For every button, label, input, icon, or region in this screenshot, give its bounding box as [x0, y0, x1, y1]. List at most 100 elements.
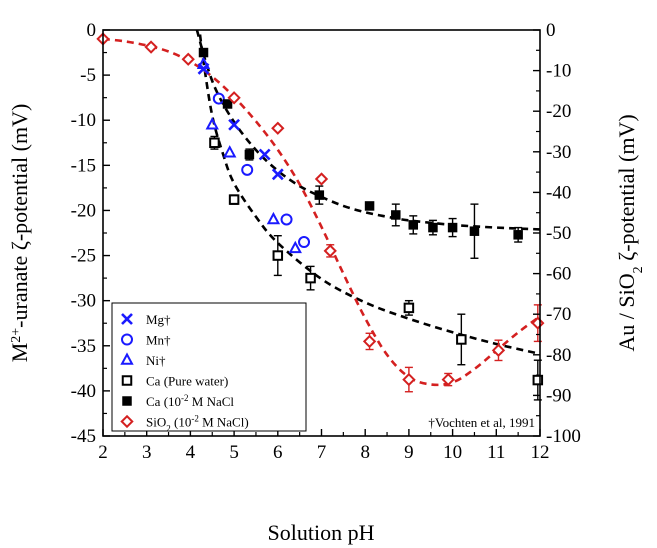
data-point	[305, 272, 316, 284]
data-point	[205, 117, 219, 130]
data-point	[227, 91, 241, 105]
data-point	[323, 244, 337, 258]
series-4	[198, 47, 523, 259]
data-point	[258, 148, 271, 161]
data-point	[271, 121, 285, 135]
y-right-tick-label: -80	[546, 345, 571, 366]
y-left-tick-label: -20	[71, 200, 96, 221]
y-left-tick-label: -35	[71, 336, 96, 357]
series-5	[96, 32, 545, 393]
y-right-tick-label: 0	[546, 20, 556, 41]
data-point	[408, 220, 419, 230]
data-point	[469, 226, 480, 236]
legend-label: Mg†	[146, 312, 171, 327]
y-right-tick-label: -90	[546, 385, 571, 406]
y-left-tick-label: -45	[71, 426, 96, 447]
data-point	[212, 92, 225, 105]
legend-marker	[121, 375, 133, 386]
legend-marker	[121, 313, 133, 325]
data-point	[144, 40, 158, 54]
data-point	[181, 52, 195, 66]
x-tick-label: 6	[273, 442, 283, 463]
series-3	[209, 135, 544, 401]
data-point	[244, 149, 255, 160]
fit-curve-0	[198, 34, 540, 356]
legend-label: Ni†	[146, 353, 166, 368]
data-point	[447, 222, 458, 233]
legend-marker	[120, 352, 134, 365]
y-right-tick-label: -20	[546, 101, 571, 122]
y-axis-title-left: M2+-uranate ζ-potential (mV)	[7, 104, 32, 363]
data-point	[298, 236, 311, 249]
x-tick-label: 7	[317, 442, 327, 463]
y-right-tick-label: -40	[546, 182, 571, 203]
y-left-tick-label: -40	[71, 381, 96, 402]
x-tick-label: 12	[531, 442, 550, 463]
x-tick-label: 8	[360, 442, 370, 463]
y-right-tick-label: -70	[546, 304, 571, 325]
y-left-tick-label: -5	[80, 65, 96, 86]
y-left-tick-label: -10	[71, 110, 96, 131]
data-point	[228, 194, 240, 205]
data-point	[198, 47, 209, 58]
data-point	[391, 210, 401, 220]
x-tick-label: 3	[142, 442, 152, 463]
data-point	[266, 211, 281, 225]
data-point	[209, 137, 220, 149]
data-point	[271, 168, 284, 181]
series-1	[212, 92, 311, 249]
y-left-tick-label: 0	[87, 20, 97, 41]
y-right-tick-label: -50	[546, 223, 571, 244]
data-point	[362, 334, 377, 349]
data-point	[456, 334, 467, 345]
data-point	[314, 190, 325, 200]
y-right-tick-label: -60	[546, 264, 571, 285]
data-point	[314, 172, 329, 186]
data-point	[288, 240, 302, 254]
legend-label: Ca (Pure water)	[146, 374, 228, 389]
data-point	[441, 372, 455, 387]
legend-marker	[120, 414, 134, 429]
legend-marker	[121, 333, 133, 346]
data-point	[402, 372, 416, 387]
x-tick-label: 4	[186, 442, 196, 463]
x-tick-label: 5	[229, 442, 239, 463]
y-left-tick-label: -30	[71, 291, 96, 312]
data-point	[491, 343, 506, 357]
data-point	[241, 163, 254, 176]
y-left-tick-label: -15	[71, 155, 96, 176]
x-tick-label: 11	[487, 442, 505, 463]
y-right-tick-label: -10	[546, 61, 571, 82]
legend-box	[111, 302, 307, 432]
data-point	[228, 118, 241, 131]
series-2	[196, 56, 302, 254]
legend-marker	[122, 396, 132, 406]
x-tick-label: 9	[404, 442, 414, 463]
data-point	[364, 201, 375, 211]
x-axis-title: Solution pH	[268, 520, 375, 545]
x-tick-label: 2	[98, 442, 108, 463]
data-point	[222, 99, 233, 109]
fit-curve-1	[195, 30, 540, 231]
source-annotation: †Vochten et al, 1991	[428, 415, 535, 430]
data-point	[428, 222, 438, 233]
data-points	[96, 32, 545, 401]
legend-label: Mn†	[146, 333, 171, 348]
data-point	[272, 250, 284, 261]
x-tick-label: 10	[443, 442, 462, 463]
data-point	[280, 213, 293, 226]
y-right-tick-label: -100	[546, 426, 581, 447]
data-point	[513, 230, 523, 240]
data-point	[532, 374, 544, 386]
axes: 2 3 4 5 6 7 8 9 10 11 12 0 -5 -10 -15 -20 -25 -30 -35 -40 -4…	[71, 20, 581, 463]
data-point	[196, 56, 211, 70]
fit-curve-2	[103, 37, 540, 387]
y-axis-title-right: Au / SiO2 ζ-potential (mV)	[614, 114, 646, 351]
data-point	[223, 145, 237, 158]
legend: Mg† Mn† Ni† Ca (Pure water) Ca (10-2 M NaCl S…	[111, 302, 307, 434]
y-left-tick-label: -25	[71, 246, 96, 267]
y-right-tick-label: -30	[546, 142, 571, 163]
data-point	[403, 302, 415, 314]
legend-label: Ca (10-2 M NaCl	[146, 393, 234, 409]
